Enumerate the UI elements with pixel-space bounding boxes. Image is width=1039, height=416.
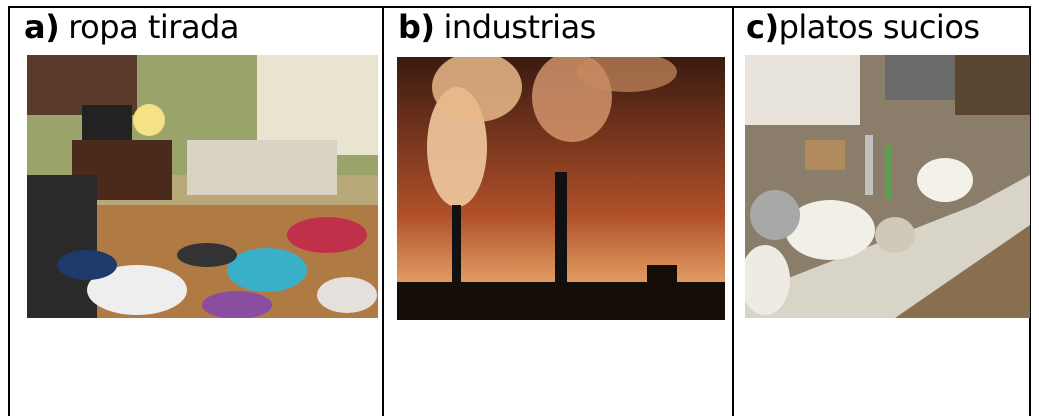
cell-letter: c) [746, 8, 779, 46]
cell-label: b)industrias [398, 8, 596, 46]
cell-label: c)platos sucios [746, 8, 980, 46]
column-divider [382, 6, 384, 416]
photo-messy-room [27, 55, 378, 318]
cell-letter: b) [398, 8, 435, 46]
column-divider [732, 6, 734, 416]
cell-letter: a) [24, 8, 59, 46]
cell-label: a)ropa tirada [24, 8, 239, 46]
page: a)ropa tirada b)industrias c)platos suci… [0, 0, 1039, 408]
cell-text: platos sucios [779, 8, 980, 46]
cell-text: industrias [444, 8, 596, 46]
photo-industry [397, 57, 725, 320]
cell-text: ropa tirada [68, 8, 239, 46]
photo-dirty-dishes [745, 55, 1030, 318]
